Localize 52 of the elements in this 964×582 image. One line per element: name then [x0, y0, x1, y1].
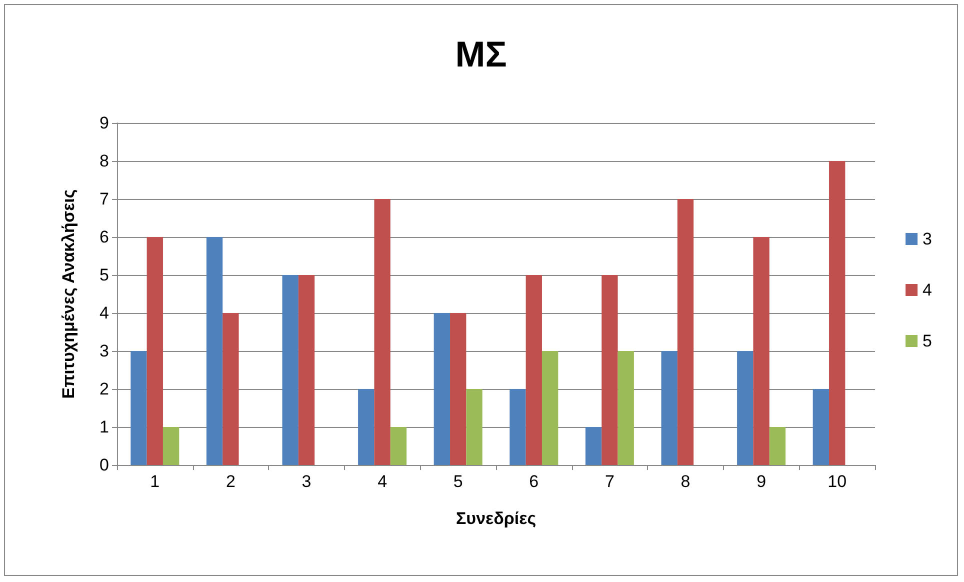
chart-title: ΜΣ	[455, 34, 507, 74]
y-tick-label: 7	[100, 190, 109, 208]
y-tick-label: 3	[100, 342, 109, 360]
y-tick-label: 0	[100, 456, 109, 474]
x-tick-label: 2	[226, 472, 236, 491]
bar	[510, 389, 526, 465]
bar	[526, 275, 542, 465]
bar	[769, 427, 786, 465]
bar	[450, 313, 466, 465]
x-tick-label: 10	[828, 472, 847, 491]
x-axis-title: Συνεδρίες	[456, 509, 536, 528]
y-tick-label: 9	[100, 114, 109, 132]
bar	[542, 351, 558, 465]
bar	[390, 427, 407, 465]
bar	[206, 237, 223, 465]
bar	[466, 389, 482, 465]
x-tick-label: 1	[150, 472, 160, 491]
x-tick-label: 7	[604, 472, 614, 491]
bar	[130, 351, 147, 465]
legend-label: 4	[922, 280, 932, 300]
y-tick-label: 8	[100, 152, 109, 170]
y-tick-label: 5	[100, 266, 109, 284]
x-tick-label: 3	[302, 472, 312, 491]
legend-label: 5	[922, 332, 932, 350]
x-tick-label: 4	[378, 472, 388, 491]
y-axis-title: Επιτυχημένες Ανακλήσεις	[59, 189, 78, 399]
y-tick-label: 1	[100, 418, 109, 436]
bar	[829, 161, 846, 465]
x-tick-label: 5	[453, 472, 463, 491]
bar	[358, 389, 374, 465]
bar	[434, 313, 450, 465]
bar	[618, 351, 634, 465]
bar	[162, 427, 180, 465]
bar	[585, 427, 602, 465]
bar	[282, 275, 298, 465]
bar	[298, 275, 315, 465]
bar	[374, 199, 390, 465]
bar	[146, 237, 163, 465]
y-tick-label: 4	[100, 304, 109, 322]
bar	[677, 199, 694, 465]
legend-label: 3	[922, 230, 932, 248]
x-tick-label: 6	[529, 472, 539, 491]
y-tick-label: 2	[100, 380, 109, 398]
bar	[812, 389, 830, 465]
x-tick-label: 9	[756, 472, 766, 491]
y-tick-label: 6	[100, 228, 109, 246]
bar	[753, 237, 770, 465]
bar	[737, 351, 754, 465]
bar	[661, 351, 678, 465]
bar	[602, 275, 618, 465]
x-tick-label: 8	[680, 472, 690, 491]
bar	[222, 313, 239, 465]
